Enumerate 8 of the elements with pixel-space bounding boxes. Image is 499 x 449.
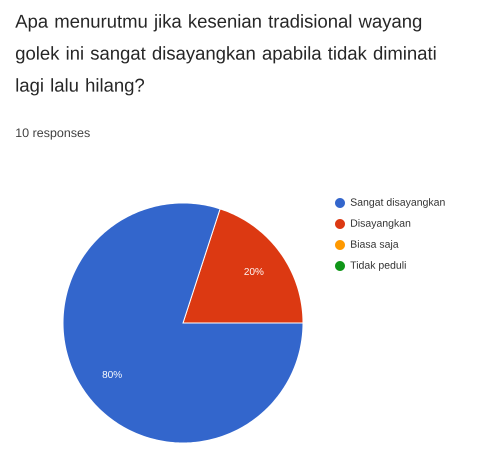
chart-subtitle: 10 responses bbox=[16, 128, 90, 140]
data-label: 80% bbox=[102, 370, 122, 378]
legend-label: Disayangkan bbox=[351, 219, 410, 229]
legend-label: Biasa saja bbox=[351, 240, 399, 250]
data-label: 20% bbox=[244, 268, 264, 276]
chart-title: Apa menurutmu jika kesenian tradisional wayang golek ini sangat disayangkan apabila tidak diminati lagi lalu hilang? bbox=[15, 14, 436, 96]
legend-label: Sangat disayangkan bbox=[350, 198, 445, 208]
legend-label: Tidak peduli bbox=[350, 261, 406, 271]
